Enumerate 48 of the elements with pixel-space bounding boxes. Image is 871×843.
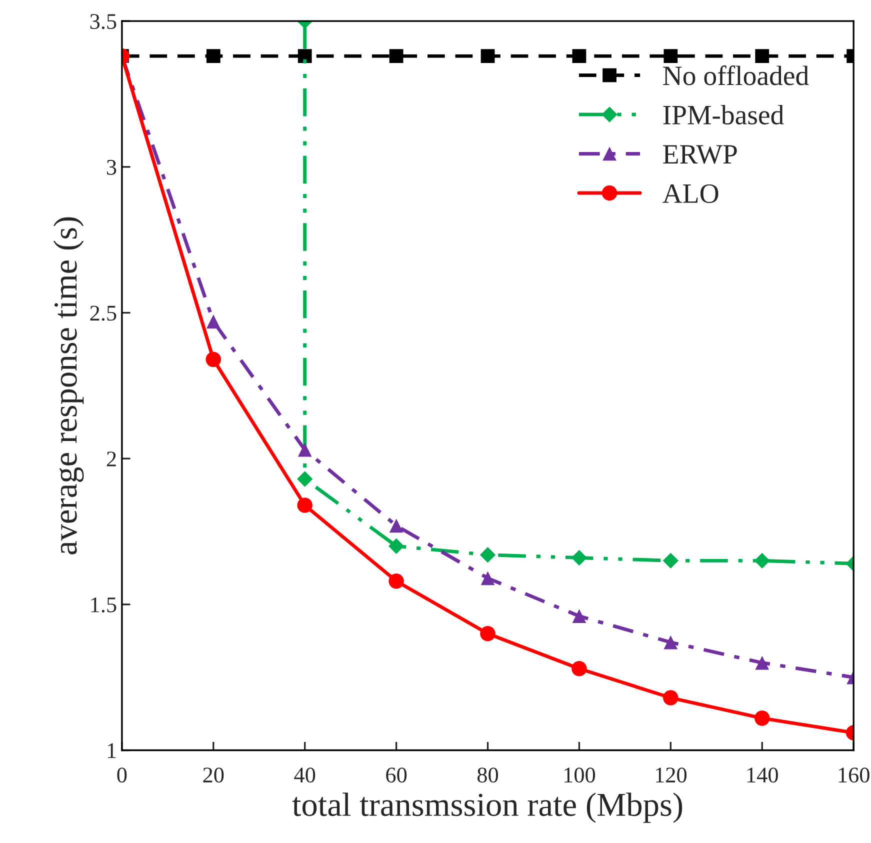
y-tick-label: 1.5 — [91, 597, 116, 612]
point — [572, 49, 586, 64]
point — [206, 352, 222, 368]
point — [664, 635, 678, 650]
point — [388, 538, 404, 554]
x-tick-label: 60 — [386, 768, 407, 783]
y-tick-label: 1 — [108, 743, 116, 758]
x-tick-label: 160 — [838, 768, 870, 783]
x-axis-title: total transmssion rate (Mbps) — [292, 792, 682, 823]
y-tick-label: 2.5 — [90, 306, 116, 321]
point — [663, 690, 678, 706]
x-tick-label: 140 — [747, 768, 778, 783]
point — [297, 498, 312, 513]
point — [298, 442, 312, 457]
legend-label: ERWP — [663, 145, 737, 164]
point — [480, 49, 495, 64]
y-tick-label: 2 — [106, 452, 116, 466]
point — [664, 49, 678, 64]
legend-label: No offloaded — [663, 65, 809, 86]
x-tick-label: 40 — [294, 768, 316, 783]
point — [754, 552, 770, 569]
y-axis-title: average response time (s) — [53, 217, 84, 554]
point — [298, 49, 312, 64]
point — [480, 626, 496, 642]
point — [389, 49, 404, 64]
point — [206, 49, 220, 64]
point — [389, 518, 404, 533]
point — [388, 573, 404, 589]
y-tick-label: 3.5 — [90, 14, 116, 30]
point — [572, 660, 587, 676]
x-tick-label: 80 — [477, 768, 498, 783]
point — [296, 471, 313, 487]
point — [572, 609, 586, 624]
point — [571, 550, 588, 566]
point — [480, 571, 495, 586]
x-tick-label: 20 — [203, 768, 224, 783]
x-tick-label: 100 — [564, 768, 596, 783]
x-tick-label: 120 — [656, 768, 686, 783]
point — [755, 656, 770, 670]
y-tick-label: 3 — [107, 160, 116, 175]
point — [755, 49, 770, 64]
point — [662, 552, 679, 569]
point — [206, 314, 220, 328]
legend-label: ALO — [662, 184, 718, 203]
x-tick-label: 0 — [117, 768, 127, 783]
point — [480, 546, 496, 563]
point — [754, 710, 770, 726]
legend-label: IPM-based — [663, 104, 784, 124]
